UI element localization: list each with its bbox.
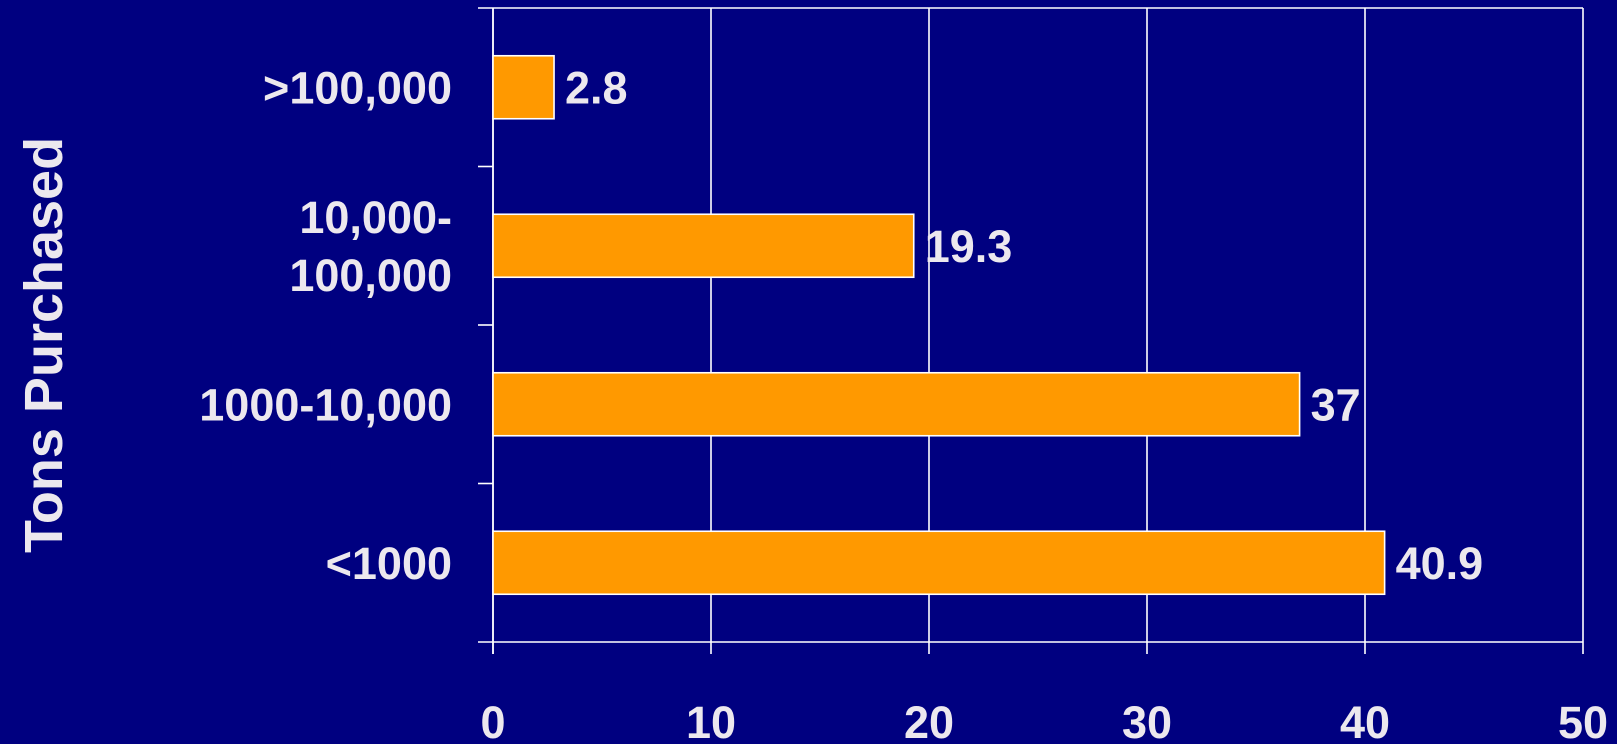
- bar-3: [492, 530, 1386, 596]
- x-tick-label: 30: [1122, 697, 1172, 744]
- x-tick-label: 50: [1558, 697, 1608, 744]
- y-tick-label: 100,000: [289, 250, 452, 301]
- data-label: 19.3: [925, 221, 1013, 272]
- bars: [492, 54, 1386, 596]
- bar-1: [492, 213, 915, 279]
- y-tick-label: 1000-10,000: [199, 379, 452, 430]
- data-label: 40.9: [1396, 538, 1484, 589]
- x-tick-label: 40: [1340, 697, 1390, 744]
- x-tick-label: 20: [904, 697, 954, 744]
- y-tick-label: >100,000: [263, 62, 452, 113]
- x-tick-label: 0: [480, 697, 505, 744]
- y-tick-label: 10,000-: [299, 192, 452, 243]
- y-tick-label: <1000: [326, 538, 452, 589]
- data-label: 2.8: [565, 62, 628, 113]
- x-tick-label: 10: [686, 697, 736, 744]
- y-axis-title: Tons Purchased: [14, 137, 74, 553]
- labels: 0 10 20 30 40 50 2.8 >100,000 19.3 10,000- 100,000…: [199, 62, 1608, 744]
- bar-2: [492, 371, 1301, 437]
- data-label: 37: [1311, 379, 1361, 430]
- bar-0: [492, 54, 555, 120]
